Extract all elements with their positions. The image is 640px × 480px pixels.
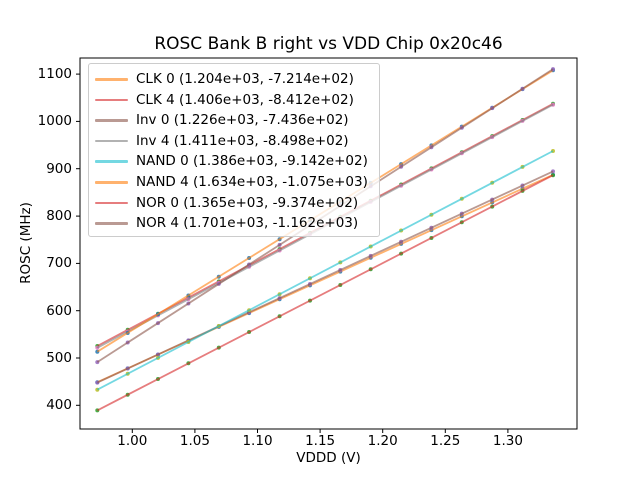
x-tick-label: 1.05 [179,433,210,449]
legend-entry-nand-0: NAND 0 (1.386e+03, -9.142e+02) [95,151,379,172]
y-tick-label: 600 [46,302,72,319]
legend-label: NAND 0 (1.386e+03, -9.142e+02) [136,153,368,170]
legend-label: Inv 4 (1.411e+03, -8.498e+02) [136,132,349,149]
legend-line-swatch [95,98,128,102]
legend-items: CLK 0 (1.204e+03, -7.214e+02) CLK 4 (1.40… [95,69,379,234]
legend-entry-inv-0: Inv 0 (1.226e+03, -7.436e+02) [95,110,379,131]
legend-label: CLK 4 (1.406e+03, -8.412e+02) [136,91,354,108]
y-tick-label: 900 [46,160,72,177]
x-tick-label: 1.25 [430,433,461,449]
legend-label: NAND 4 (1.634e+03, -1.075e+03) [136,173,368,190]
fit-line-nor-0 [96,174,554,412]
legend-line-swatch [95,181,128,184]
x-tick-label: 1.00 [117,433,148,449]
legend-entry-nand-4: NAND 4 (1.634e+03, -1.075e+03) [95,172,379,193]
x-tick-label: 1.20 [367,433,398,449]
legend-line-swatch [95,222,128,225]
legend-label: CLK 0 (1.204e+03, -7.214e+02) [136,71,354,87]
y-tick-label: 1100 [37,66,72,83]
x-axis-label: VDDD (V) [296,450,361,466]
legend-line-swatch [95,119,128,122]
legend-line-swatch [95,201,128,205]
legend-label: Inv 0 (1.226e+03, -7.436e+02) [136,112,349,129]
legend-entry-nor-0: NOR 0 (1.365e+03, -9.374e+02) [95,193,379,214]
y-tick-label: 700 [46,255,72,272]
y-tick-label: 400 [46,397,72,414]
legend-entry-inv-4: Inv 4 (1.411e+03, -8.498e+02) [95,131,379,152]
x-tick-label: 1.30 [492,433,523,449]
legend: CLK 0 (1.204e+03, -7.214e+02) CLK 4 (1.40… [88,63,380,237]
x-tick-label: 1.15 [305,433,336,449]
legend-line-swatch [95,160,128,163]
y-tick-label: 800 [46,208,72,225]
legend-label: NOR 0 (1.365e+03, -9.374e+02) [136,194,359,211]
fit-line-nand-0 [96,150,554,391]
legend-entry-nor-4: NOR 4 (1.701e+03, -1.162e+03) [95,213,379,234]
legend-entry-clk-0: CLK 0 (1.204e+03, -7.214e+02) [95,69,379,90]
axes-spines [79,57,578,430]
chart-title: ROSC Bank B right vs VDD Chip 0x20c46 [154,34,503,54]
legend-entry-clk-4: CLK 4 (1.406e+03, -8.412e+02) [95,90,379,111]
fit-line-inv-0 [96,170,554,384]
x-tick-label: 1.10 [242,433,273,449]
legend-line-swatch [95,139,128,143]
y-tick-label: 500 [46,350,72,366]
legend-label: NOR 4 (1.701e+03, -1.162e+03) [136,215,359,232]
legend-line-swatch [95,78,128,81]
y-tick-label: 1000 [37,113,72,130]
